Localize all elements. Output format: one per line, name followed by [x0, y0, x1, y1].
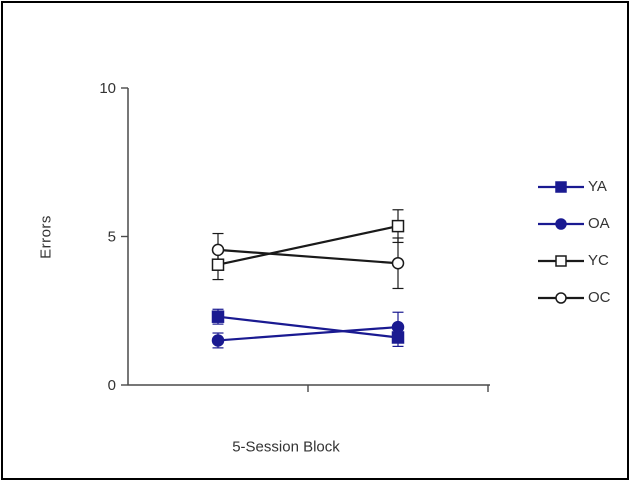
legend-label-oc: OC — [588, 289, 611, 306]
data-point-oc — [391, 256, 405, 270]
y-tick-label: 5 — [108, 229, 116, 246]
series-line-yc — [217, 225, 399, 266]
legend-item-yc: YC — [537, 252, 609, 270]
legend-item-ya: YA — [537, 178, 607, 196]
legend-item-oa: OA — [537, 215, 610, 233]
data-point-yc — [391, 219, 405, 233]
legend-label-yc: YC — [588, 252, 609, 269]
y-tick-label: 0 — [108, 377, 116, 394]
legend-label-oa: OA — [588, 215, 610, 232]
legend-marker-oc — [538, 292, 584, 304]
series-line-oc — [217, 248, 399, 265]
y-axis-title: Errors — [37, 215, 55, 259]
legend-label-ya: YA — [588, 178, 607, 195]
x-axis-title: 5-Session Block — [232, 438, 340, 456]
legend-marker-oa — [538, 218, 584, 230]
data-point-oa — [391, 320, 405, 334]
figure-frame — [1, 1, 629, 480]
data-point-yc — [211, 258, 225, 271]
data-point-oc — [211, 243, 225, 257]
series-line-oa — [217, 325, 399, 342]
y-tick-label: 10 — [99, 80, 116, 97]
data-point-oa — [211, 334, 225, 347]
series-line-ya — [217, 315, 399, 339]
legend-marker-ya — [538, 181, 584, 193]
legend-item-oc: OC — [537, 289, 611, 307]
legend-marker-yc — [538, 255, 584, 267]
data-point-ya — [391, 331, 405, 344]
data-point-ya — [211, 310, 225, 323]
